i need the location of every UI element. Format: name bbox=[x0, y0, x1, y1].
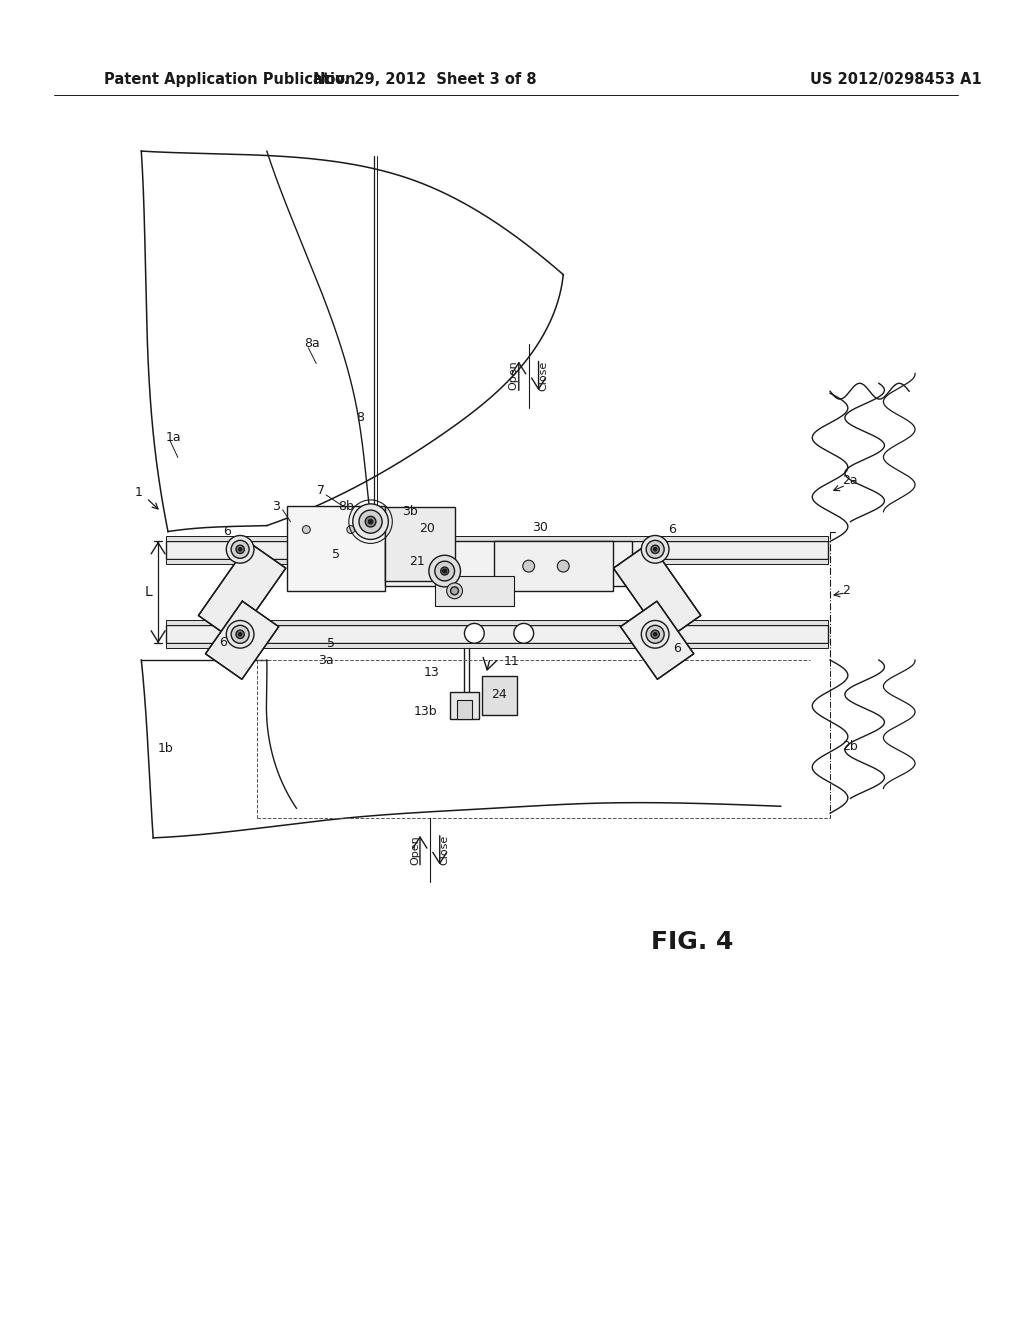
Circle shape bbox=[353, 504, 388, 540]
Bar bbox=[166, 620, 828, 626]
Text: 2: 2 bbox=[842, 585, 850, 598]
Circle shape bbox=[239, 632, 242, 636]
Text: Close: Close bbox=[439, 834, 450, 865]
Bar bbox=[166, 626, 828, 643]
Bar bbox=[435, 576, 514, 606]
Bar bbox=[166, 560, 828, 564]
Text: 3a: 3a bbox=[318, 653, 334, 667]
Text: 3: 3 bbox=[271, 500, 280, 513]
Text: 11: 11 bbox=[504, 656, 520, 668]
Bar bbox=[166, 536, 828, 541]
Circle shape bbox=[651, 630, 659, 639]
Circle shape bbox=[369, 520, 373, 524]
Text: Patent Application Publication: Patent Application Publication bbox=[103, 73, 355, 87]
Text: 6: 6 bbox=[223, 525, 231, 539]
Bar bbox=[482, 676, 517, 715]
Text: 6: 6 bbox=[668, 523, 676, 536]
Text: 8a: 8a bbox=[304, 338, 321, 350]
Text: 6: 6 bbox=[673, 642, 681, 655]
Text: Nov. 29, 2012  Sheet 3 of 8: Nov. 29, 2012 Sheet 3 of 8 bbox=[313, 73, 537, 87]
Circle shape bbox=[646, 626, 665, 643]
Circle shape bbox=[651, 545, 659, 553]
Text: 5: 5 bbox=[332, 548, 340, 561]
Text: 1a: 1a bbox=[166, 432, 181, 444]
Circle shape bbox=[641, 536, 669, 564]
Text: 20: 20 bbox=[419, 523, 435, 535]
Bar bbox=[495, 541, 612, 591]
Circle shape bbox=[522, 560, 535, 572]
Circle shape bbox=[231, 540, 249, 558]
Circle shape bbox=[557, 560, 569, 572]
Polygon shape bbox=[206, 601, 279, 680]
Text: 5: 5 bbox=[327, 636, 335, 649]
Text: 8b: 8b bbox=[338, 500, 353, 513]
Polygon shape bbox=[621, 601, 694, 680]
Text: 6: 6 bbox=[219, 636, 227, 648]
Bar bbox=[450, 692, 479, 719]
Bar bbox=[385, 541, 633, 586]
Circle shape bbox=[236, 545, 245, 553]
Text: 3b: 3b bbox=[402, 506, 418, 519]
Bar bbox=[385, 507, 455, 581]
Circle shape bbox=[347, 525, 354, 533]
Text: 8: 8 bbox=[355, 412, 364, 425]
Circle shape bbox=[302, 525, 310, 533]
Text: L: L bbox=[144, 585, 153, 599]
Circle shape bbox=[231, 626, 249, 643]
Circle shape bbox=[653, 548, 656, 550]
Circle shape bbox=[465, 623, 484, 643]
Text: 30: 30 bbox=[531, 521, 548, 535]
Text: 21: 21 bbox=[410, 554, 425, 568]
Text: 13b: 13b bbox=[414, 705, 438, 718]
Circle shape bbox=[653, 632, 656, 636]
Circle shape bbox=[226, 620, 254, 648]
Text: Close: Close bbox=[539, 360, 549, 391]
Text: 2a: 2a bbox=[842, 474, 857, 487]
Bar bbox=[166, 643, 828, 648]
Circle shape bbox=[440, 568, 449, 576]
Circle shape bbox=[435, 561, 455, 581]
Circle shape bbox=[429, 556, 461, 587]
Text: 1b: 1b bbox=[158, 742, 174, 755]
Circle shape bbox=[442, 569, 446, 573]
Circle shape bbox=[514, 623, 534, 643]
Circle shape bbox=[451, 587, 459, 595]
Text: 13: 13 bbox=[424, 667, 439, 680]
Text: US 2012/0298453 A1: US 2012/0298453 A1 bbox=[810, 73, 982, 87]
Polygon shape bbox=[613, 543, 700, 642]
Circle shape bbox=[446, 583, 463, 599]
Circle shape bbox=[646, 540, 665, 558]
Circle shape bbox=[359, 510, 382, 533]
Text: 24: 24 bbox=[492, 688, 507, 701]
Circle shape bbox=[366, 516, 376, 527]
Bar bbox=[457, 700, 472, 719]
Text: 7: 7 bbox=[317, 483, 326, 496]
Text: Open: Open bbox=[509, 360, 519, 391]
Circle shape bbox=[226, 536, 254, 564]
Circle shape bbox=[239, 548, 242, 550]
Text: 2b: 2b bbox=[842, 741, 858, 754]
Circle shape bbox=[641, 620, 669, 648]
Text: 1: 1 bbox=[134, 486, 142, 499]
Circle shape bbox=[236, 630, 245, 639]
Text: FIG. 4: FIG. 4 bbox=[650, 929, 733, 953]
Polygon shape bbox=[199, 543, 286, 642]
Bar bbox=[287, 506, 385, 591]
Bar bbox=[166, 541, 828, 560]
Text: Open: Open bbox=[410, 834, 420, 865]
